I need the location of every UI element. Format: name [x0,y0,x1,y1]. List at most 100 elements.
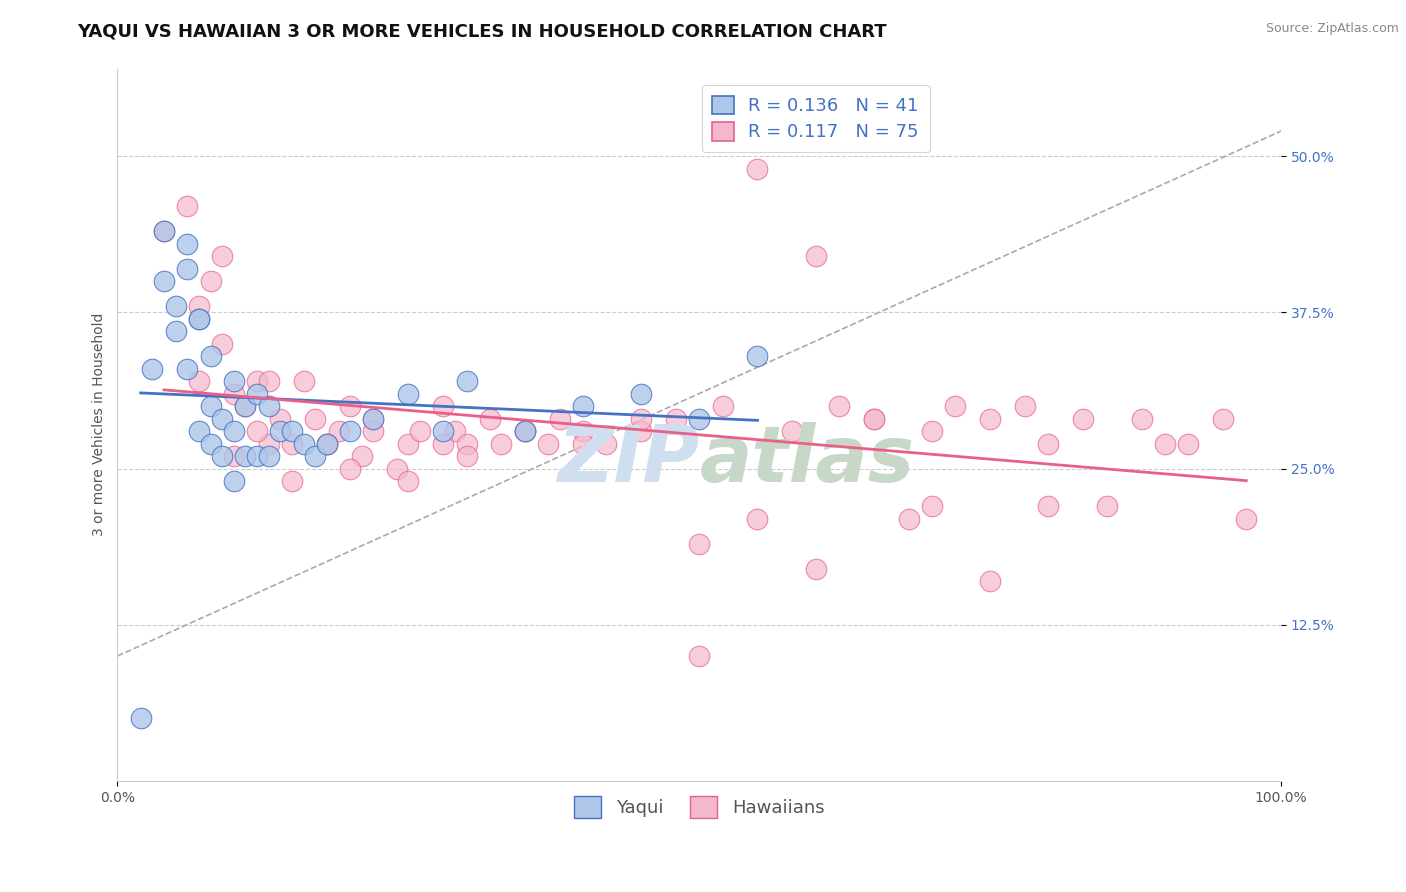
Point [921,424,943,438]
Y-axis label: 3 or more Vehicles in Household: 3 or more Vehicles in Household [93,313,107,536]
Point [316,436,339,450]
Point [548,411,571,425]
Point [153,274,176,288]
Point [363,411,385,425]
Point [456,436,478,450]
Point [304,449,326,463]
Point [246,386,269,401]
Point [897,511,920,525]
Point [688,536,710,550]
Point [176,236,198,251]
Point [176,261,198,276]
Point [235,449,257,463]
Point [339,399,361,413]
Point [316,436,339,450]
Point [1212,411,1234,425]
Point [1014,399,1036,413]
Point [513,424,536,438]
Point [979,574,1001,588]
Point [630,424,652,438]
Point [235,399,257,413]
Point [491,436,513,450]
Point [630,386,652,401]
Point [921,499,943,513]
Point [153,224,176,238]
Point [269,411,291,425]
Point [187,311,209,326]
Point [863,411,886,425]
Point [537,436,560,450]
Point [222,386,245,401]
Point [513,424,536,438]
Point [200,349,222,363]
Point [200,399,222,413]
Point [688,648,710,663]
Point [222,424,245,438]
Point [246,424,269,438]
Point [222,374,245,388]
Point [1234,511,1257,525]
Point [979,411,1001,425]
Point [747,511,769,525]
Point [804,249,827,263]
Point [187,424,209,438]
Point [1153,436,1175,450]
Point [141,361,163,376]
Point [396,436,419,450]
Point [211,249,233,263]
Point [165,324,187,338]
Point [257,449,280,463]
Point [432,424,454,438]
Point [176,199,198,213]
Point [153,224,176,238]
Point [572,399,595,413]
Point [363,424,385,438]
Point [409,424,432,438]
Point [235,399,257,413]
Point [304,411,326,425]
Point [187,311,209,326]
Point [665,411,688,425]
Point [456,374,478,388]
Point [187,374,209,388]
Point [200,436,222,450]
Point [828,399,851,413]
Point [200,274,222,288]
Point [1073,411,1095,425]
Point [432,399,454,413]
Point [1130,411,1153,425]
Text: atlas: atlas [699,423,914,499]
Point [572,436,595,450]
Point [350,449,373,463]
Legend: Yaqui, Hawaiians: Yaqui, Hawaiians [567,789,832,825]
Point [165,299,187,313]
Point [246,449,269,463]
Point [222,449,245,463]
Point [187,299,209,313]
Point [1038,499,1060,513]
Point [572,424,595,438]
Point [595,436,617,450]
Point [222,474,245,488]
Point [444,424,467,438]
Text: Source: ZipAtlas.com: Source: ZipAtlas.com [1265,22,1399,36]
Point [339,424,361,438]
Point [281,474,304,488]
Point [711,399,734,413]
Point [688,411,710,425]
Point [630,411,652,425]
Point [943,399,966,413]
Point [456,449,478,463]
Point [281,436,304,450]
Point [782,424,804,438]
Point [129,711,152,725]
Point [257,374,280,388]
Point [747,161,769,176]
Point [804,561,827,575]
Point [363,411,385,425]
Point [211,411,233,425]
Point [211,449,233,463]
Point [269,424,291,438]
Point [513,424,536,438]
Point [328,424,350,438]
